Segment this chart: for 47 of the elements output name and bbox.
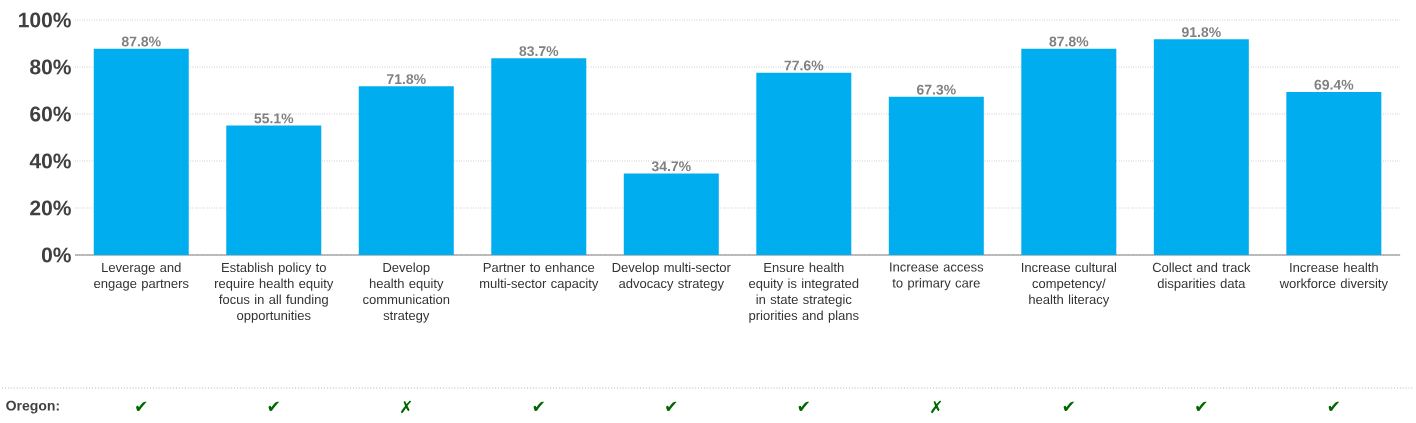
- x-tick-label: Increase health workforce diversity: [1279, 262, 1388, 291]
- data-label: 87.8%: [1049, 36, 1089, 47]
- x-tick-label: Increase cultural competency/ health literacy: [1021, 262, 1116, 307]
- x-tick-label: Develop health equity communication strategy: [363, 262, 450, 323]
- text: ✗: [931, 400, 942, 414]
- data-label: 71.8%: [387, 74, 426, 85]
- data-label: 91.8%: [1181, 27, 1221, 38]
- x-tick-label: Ensure health equity is integrated in state strategic priorities and plans: [749, 262, 859, 323]
- text: ✔: [1196, 401, 1207, 411]
- bar: [1286, 91, 1382, 255]
- text: ✔: [798, 401, 809, 411]
- bar: [93, 48, 189, 255]
- x-tick-label: Leverage and engage partners: [94, 262, 189, 291]
- y-tick-label: 40%: [29, 153, 71, 169]
- text: ✗: [401, 400, 412, 414]
- y-tick-label: 0%: [41, 247, 71, 263]
- bar: [1021, 48, 1117, 255]
- x-tick-label: Partner to enhance multi-sector capacity: [480, 262, 599, 291]
- bar: [491, 58, 587, 255]
- x-tick-label: Establish policy to require health equity focus in all funding opportunities: [215, 262, 334, 323]
- text: ✔: [136, 401, 147, 411]
- bar: [1153, 39, 1249, 255]
- text: Oregon:: [6, 400, 59, 414]
- bar: [358, 86, 454, 255]
- text: ✔: [533, 401, 544, 411]
- data-label: 77.6%: [784, 60, 824, 71]
- bar: [226, 125, 322, 255]
- data-label: 55.1%: [254, 113, 294, 124]
- text: ✔: [666, 401, 677, 411]
- text: ✔: [1063, 401, 1074, 411]
- x-tick-label: Collect and track disparities data: [1152, 262, 1251, 291]
- text: ✔: [268, 401, 279, 411]
- bar: [888, 96, 984, 255]
- bar: [756, 72, 852, 255]
- x-tick-label: Develop multi-sector advocacy strategy: [612, 262, 731, 291]
- text: ✔: [1328, 401, 1339, 411]
- data-label: 69.4%: [1314, 79, 1354, 90]
- data-label: 67.3%: [916, 84, 956, 95]
- y-tick-label: 80%: [30, 59, 71, 75]
- bar: [623, 173, 719, 255]
- x-tick-label: Increase access to primary care: [890, 262, 984, 291]
- y-tick-label: 20%: [30, 200, 71, 216]
- data-label: 83.7%: [519, 46, 559, 57]
- data-label: 87.8%: [121, 36, 161, 47]
- y-tick-label: 100%: [19, 12, 71, 28]
- data-label: 34.7%: [651, 161, 691, 172]
- y-tick-label: 60%: [30, 106, 71, 122]
